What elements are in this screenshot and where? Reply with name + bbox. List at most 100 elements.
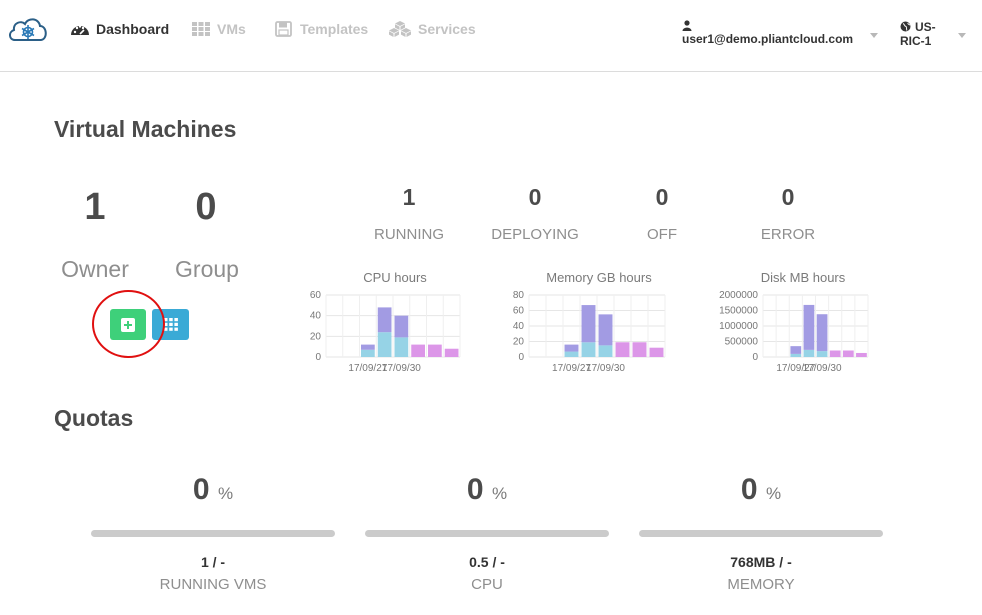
bar-extra-17/09/27 [361, 344, 375, 350]
off-label: OFF [647, 226, 677, 243]
bar-extra-17/09/29 [816, 314, 828, 352]
group-label: Group [175, 256, 239, 282]
grid-icon [163, 318, 178, 331]
off-count: 0 [655, 184, 669, 210]
nav-templates-label: Templates [300, 21, 369, 37]
y-tick-label: 20 [513, 337, 525, 348]
cloud-logo-icon[interactable] [6, 12, 50, 46]
quota-running-vms-percent-value: 0 [192, 473, 210, 506]
services-cubes-icon [389, 21, 411, 37]
y-tick-label: 0 [518, 352, 524, 363]
bar-extra-17/09/29 [598, 314, 613, 346]
bar-extra-17/09/27 [564, 344, 579, 352]
user-menu-caret-icon[interactable] [870, 33, 878, 38]
bar-extra-17/09/29 [394, 315, 409, 338]
y-tick-label: 60 [310, 290, 322, 301]
bar-forecast-17/10/01 [632, 342, 647, 357]
bar-base-17/09/29 [816, 351, 828, 357]
quota-running-vms-percent: 0 % [143, 473, 283, 507]
y-tick-label: 20 [310, 331, 322, 342]
x-tick-label: 17/09/27 [776, 363, 815, 374]
region-caret-icon[interactable] [958, 33, 966, 38]
region-line2: RIC-1 [900, 34, 932, 48]
quota-cpu-value: 0.5 / - [469, 554, 505, 570]
running-label: RUNNING [374, 226, 444, 243]
quota-cpu-bar [365, 530, 609, 537]
owner-count: 1 [84, 186, 106, 228]
percent-sign: % [491, 484, 508, 503]
bar-forecast-17/09/30 [829, 350, 841, 357]
virtual-machines-heading: Virtual Machines [54, 116, 237, 142]
vms-grid-icon [192, 22, 210, 36]
nav-vms-label: VMs [217, 21, 246, 37]
bar-forecast-17/10/02 [649, 347, 664, 357]
error-count: 0 [781, 184, 795, 210]
dashboard-gauge-icon [71, 25, 89, 35]
y-tick-label: 2000000 [719, 290, 758, 301]
y-tick-label: 0 [752, 352, 758, 363]
bar-base-17/09/27 [564, 351, 579, 357]
user-icon [682, 20, 692, 31]
templates-save-icon [275, 21, 292, 37]
quotas-heading: Quotas [54, 405, 134, 431]
user-email: user1@demo.pliantcloud.com [682, 32, 854, 46]
bar-base-17/09/28 [377, 332, 392, 357]
bar-forecast-17/10/01 [842, 350, 854, 357]
quota-memory-value: 768MB / - [730, 554, 792, 570]
quota-cpu-percent-value: 0 [466, 473, 484, 506]
quota-running-vms-label: RUNNING VMS [159, 576, 267, 593]
x-tick-label: 17/09/30 [586, 363, 625, 374]
quota-memory-percent-value: 0 [740, 473, 758, 506]
bar-base-17/09/29 [394, 337, 409, 357]
bar-base-17/09/27 [790, 353, 802, 357]
x-tick-label: 17/09/27 [348, 363, 387, 374]
deploying-label: DEPLOYING [491, 226, 579, 243]
globe-icon [900, 21, 911, 32]
y-tick-label: 80 [513, 290, 525, 301]
nav-services[interactable]: Services [388, 20, 476, 38]
nav-services-label: Services [418, 21, 476, 37]
quota-memory-percent: 0 % [691, 473, 831, 507]
quota-running-vms-value: 1 / - [200, 554, 226, 570]
bar-base-17/09/28 [581, 342, 596, 357]
bar-forecast-17/10/01 [428, 344, 442, 357]
group-count: 0 [195, 186, 217, 228]
user-menu[interactable]: user1@demo.pliantcloud.com [682, 20, 853, 47]
running-count: 1 [402, 184, 416, 210]
y-tick-label: 500000 [725, 337, 759, 348]
bar-forecast-17/10/02 [856, 352, 867, 357]
error-label: ERROR [760, 226, 816, 243]
bar-forecast-17/09/30 [411, 344, 425, 357]
bar-forecast-17/09/30 [615, 342, 630, 357]
quota-running-vms-bar [91, 530, 335, 537]
region-selector[interactable]: US- RIC-1 [900, 20, 936, 48]
x-tick-label: 17/09/30 [382, 363, 421, 374]
bar-extra-17/09/28 [581, 305, 596, 343]
quota-memory-bar [639, 530, 883, 537]
nav-vms[interactable]: VMs [191, 20, 246, 38]
nav-dashboard[interactable]: Dashboard [70, 20, 169, 38]
x-tick-label: 17/09/30 [803, 363, 842, 374]
x-tick-label: 17/09/27 [552, 363, 591, 374]
nav-dashboard-label: Dashboard [96, 21, 170, 37]
bar-forecast-17/10/02 [444, 348, 459, 357]
y-tick-label: 1500000 [719, 306, 758, 317]
nav-templates[interactable]: Templates [274, 20, 368, 38]
quota-memory-label: MEMORY [727, 576, 795, 593]
y-tick-label: 1000000 [719, 321, 758, 332]
disk-chart-title: Disk MB hours [760, 270, 846, 285]
cpu-chart-title: CPU hours [363, 270, 427, 285]
quota-cpu-percent: 0 % [417, 473, 557, 507]
memory-chart-title: Memory GB hours [546, 270, 652, 285]
bar-extra-17/09/28 [803, 304, 815, 350]
percent-sign: % [217, 484, 234, 503]
percent-sign: % [765, 484, 782, 503]
region-line1: US- [915, 20, 936, 34]
bar-base-17/09/29 [598, 345, 613, 357]
y-tick-label: 60 [513, 306, 525, 317]
y-tick-label: 40 [310, 311, 322, 322]
y-tick-label: 40 [513, 321, 525, 332]
bar-extra-17/09/27 [790, 346, 802, 354]
